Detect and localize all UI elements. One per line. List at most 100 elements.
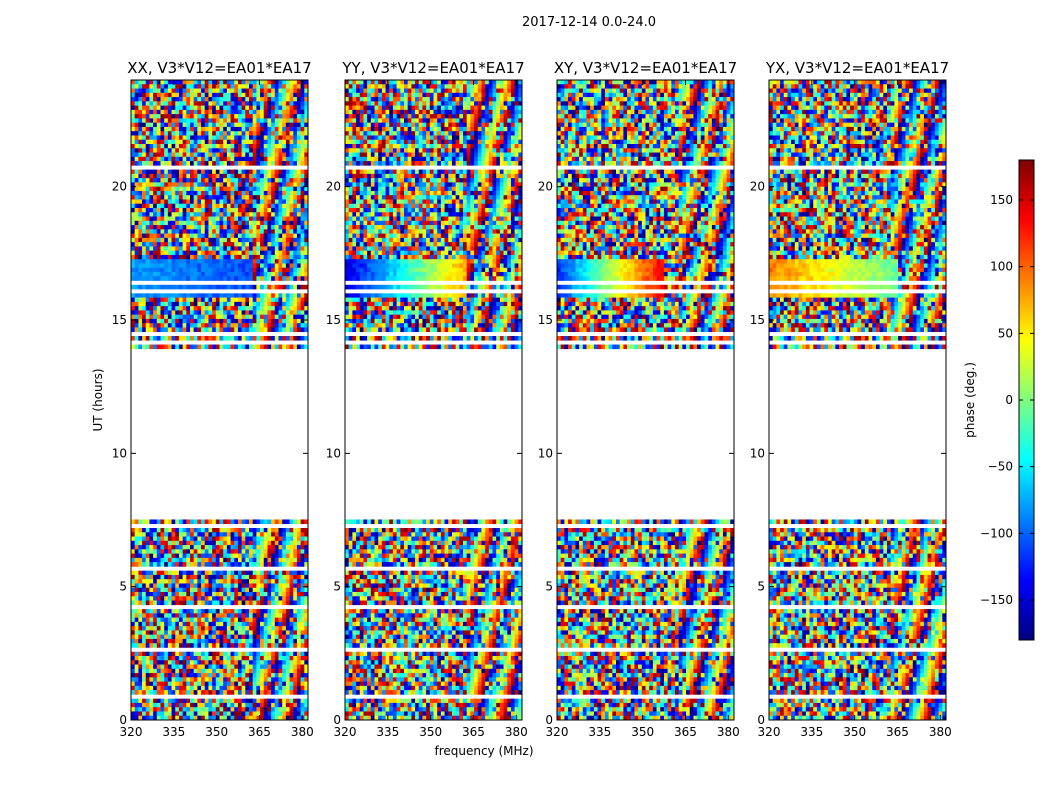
phase-cell <box>256 660 261 665</box>
phase-cell <box>267 156 272 162</box>
phase-cell <box>263 122 268 128</box>
phase-cell <box>153 698 158 704</box>
phase-cell <box>186 161 191 166</box>
phase-cell <box>348 84 353 89</box>
phase-cell <box>245 660 250 665</box>
phase-cell <box>285 297 290 303</box>
phase-cell <box>245 621 250 627</box>
phase-cell <box>190 88 194 94</box>
phase-cell <box>260 118 265 123</box>
phase-cell <box>142 148 147 153</box>
phase-cell <box>230 263 235 269</box>
phase-cell <box>190 254 194 260</box>
phase-cell <box>263 638 268 644</box>
phase-cell <box>142 677 147 682</box>
phase-cell <box>241 651 246 657</box>
phase-cell <box>145 306 150 311</box>
phase-cell <box>160 203 165 209</box>
phase-cell <box>263 242 268 247</box>
phase-cell <box>171 698 176 704</box>
phase-cell <box>237 135 242 141</box>
phase-cell <box>160 310 165 315</box>
phase-cell <box>131 208 135 213</box>
phase-cell <box>186 617 191 623</box>
phase-cell <box>215 574 220 580</box>
phase-cell <box>197 233 202 239</box>
phase-cell <box>293 267 298 273</box>
phase-cell <box>149 314 154 320</box>
phase-cell <box>138 634 143 640</box>
phase-cell <box>252 310 257 315</box>
phase-cell <box>175 118 180 123</box>
phase-cell <box>156 293 161 298</box>
phase-cell <box>171 178 176 183</box>
phase-cell <box>193 148 198 153</box>
phase-cell <box>131 97 135 102</box>
phase-cell <box>278 660 283 665</box>
phase-cell <box>138 587 143 593</box>
phase-cell <box>296 579 301 584</box>
phase-cell <box>407 84 412 89</box>
phase-cell <box>263 259 268 264</box>
phase-cell <box>219 621 224 627</box>
phase-cell <box>267 545 272 550</box>
phase-cell <box>267 540 272 546</box>
phase-cell <box>208 114 213 119</box>
phase-cell <box>160 318 165 324</box>
phase-cell <box>131 570 135 576</box>
phase-cell <box>223 84 228 89</box>
phase-cell <box>164 101 169 106</box>
phase-cell <box>145 126 150 132</box>
phase-cell <box>223 135 228 141</box>
phase-cell <box>226 92 231 98</box>
phase-cell <box>234 220 239 226</box>
phase-cell <box>237 549 242 554</box>
phase-cell <box>164 212 169 217</box>
phase-cell <box>215 114 220 119</box>
phase-cell <box>271 553 276 559</box>
phase-cell <box>267 80 272 85</box>
phase-cell <box>160 617 165 623</box>
phase-cell <box>274 310 279 315</box>
phase-cell <box>278 109 283 115</box>
phase-cell <box>131 545 135 550</box>
phase-cell <box>142 549 147 554</box>
phase-cell <box>226 276 231 281</box>
phase-cell <box>175 92 180 98</box>
phase-cell <box>164 267 169 273</box>
phase-cell <box>138 651 143 657</box>
phase-cell <box>138 690 143 695</box>
phase-cell <box>274 250 279 256</box>
phase-cell <box>182 152 187 158</box>
phase-cell <box>241 126 246 132</box>
phase-cell <box>282 668 287 674</box>
phase-cell <box>156 318 161 324</box>
phase-cell <box>296 242 301 247</box>
phase-cell <box>208 613 213 618</box>
phase-cell <box>212 545 217 550</box>
phase-cell <box>204 225 209 230</box>
phase-cell <box>234 169 239 175</box>
phase-cell <box>249 681 253 687</box>
phase-cell <box>212 97 217 102</box>
phase-cell <box>164 613 169 618</box>
phase-cell <box>230 195 235 200</box>
phase-cell <box>256 233 261 239</box>
phase-cell <box>237 318 242 324</box>
phase-cell <box>507 80 512 85</box>
phase-cell <box>160 225 165 230</box>
phase-cell <box>215 344 220 350</box>
phase-cell <box>249 301 253 307</box>
phase-cell <box>197 263 202 269</box>
phase-cell <box>289 553 294 559</box>
phase-cell <box>496 84 501 89</box>
phase-cell <box>201 711 206 717</box>
phase-cell <box>201 297 206 303</box>
phase-cell <box>208 583 213 589</box>
phase-cell <box>378 80 383 85</box>
phase-cell <box>252 88 257 94</box>
phase-cell <box>215 122 220 128</box>
phase-cell <box>267 681 272 687</box>
phase-cell <box>274 229 279 234</box>
